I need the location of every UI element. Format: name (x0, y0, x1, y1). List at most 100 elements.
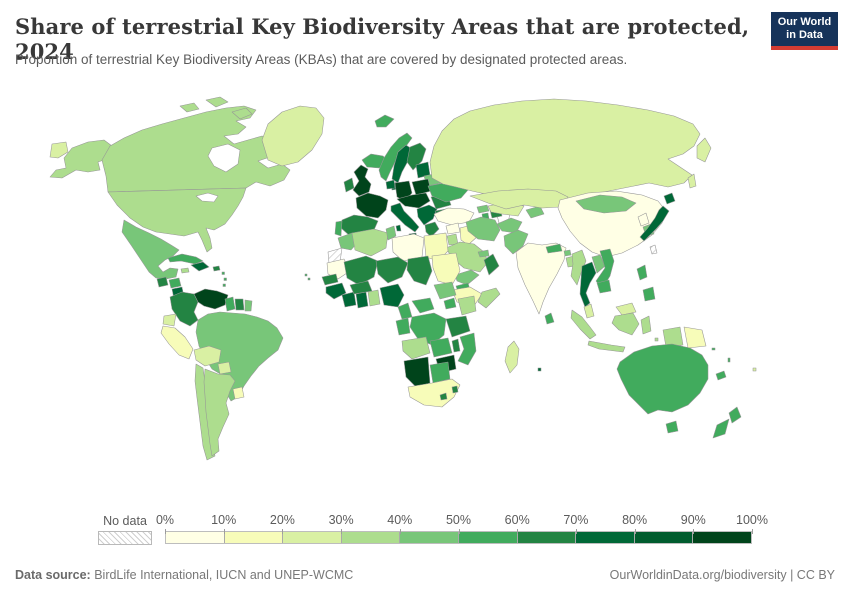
country-oman[interactable] (483, 253, 500, 276)
country-gabon-congo[interactable] (395, 317, 411, 336)
legend-bin[interactable] (693, 532, 751, 543)
country-indonesia-java[interactable] (587, 340, 626, 353)
country-uruguay[interactable] (232, 386, 245, 400)
country-brazil[interactable] (195, 311, 284, 402)
country-burkina-faso[interactable] (349, 280, 373, 295)
country-norway[interactable] (378, 132, 413, 182)
country-togo-benin[interactable] (367, 289, 381, 307)
country-sweden[interactable] (391, 144, 413, 184)
country-guatemala[interactable] (156, 276, 169, 288)
country-guinea-group[interactable] (325, 282, 347, 300)
country-sakhalin[interactable] (687, 173, 697, 189)
country-vanuatu[interactable] (727, 357, 731, 363)
country-tanzania[interactable] (445, 315, 471, 338)
country-syria[interactable] (445, 222, 461, 235)
legend-no-data-swatch[interactable] (98, 531, 152, 545)
country-turkey[interactable] (433, 207, 475, 226)
country-usa[interactable] (107, 187, 247, 253)
country-antilles[interactable] (221, 271, 225, 275)
country-malawi[interactable] (451, 338, 461, 353)
country-canada[interactable] (101, 105, 291, 193)
country-new-caledonia[interactable] (715, 370, 727, 381)
country-indonesia-sumatra[interactable] (570, 309, 597, 340)
country-antilles[interactable] (223, 277, 227, 281)
country-iran[interactable] (465, 216, 501, 242)
country-ecuador[interactable] (162, 313, 177, 327)
country-japan-hokkaido[interactable] (663, 192, 676, 205)
country-argentina[interactable] (203, 368, 236, 457)
country-bolivia[interactable] (193, 345, 222, 367)
country-fiji[interactable] (752, 367, 757, 372)
country-balkans[interactable] (416, 204, 438, 226)
country-nigeria[interactable] (379, 283, 405, 308)
country-mexico[interactable] (121, 219, 180, 280)
country-portugal[interactable] (334, 220, 343, 237)
owid-link[interactable]: OurWorldinData.org/biodiversity | CC BY (609, 568, 835, 582)
country-afghanistan[interactable] (496, 217, 523, 234)
country-thailand[interactable] (579, 261, 597, 308)
country-mongolia[interactable] (575, 194, 637, 214)
country-chukotka[interactable] (49, 141, 69, 159)
country-angola[interactable] (401, 336, 431, 360)
country-sri-lanka[interactable] (544, 312, 555, 325)
country-georgia[interactable] (476, 204, 490, 214)
owid-logo[interactable]: Our World in Data (771, 12, 838, 50)
legend-bin[interactable] (517, 532, 577, 543)
country-cape-verde[interactable] (304, 273, 308, 277)
country-bhutan[interactable] (563, 249, 572, 257)
country-zambia[interactable] (429, 337, 453, 358)
country-canada-island[interactable] (231, 107, 253, 120)
country-lowlands[interactable] (385, 179, 396, 190)
legend-bin[interactable] (400, 532, 459, 543)
country-tunisia[interactable] (385, 225, 397, 241)
country-taiwan[interactable] (649, 244, 658, 255)
country-greenland[interactable] (261, 105, 325, 167)
country-kamchatka[interactable] (696, 137, 712, 163)
legend-bin[interactable] (576, 532, 635, 543)
country-cuba[interactable] (167, 253, 204, 265)
country-algeria[interactable] (351, 228, 389, 257)
country-lesotho[interactable] (439, 392, 448, 401)
legend-bin[interactable] (283, 532, 342, 543)
legend-no-data[interactable]: No data (98, 514, 152, 545)
country-australia[interactable] (616, 343, 709, 415)
country-south-sudan[interactable] (433, 281, 457, 300)
country-solomon[interactable] (711, 347, 716, 351)
country-kenya[interactable] (457, 295, 477, 316)
legend-bin[interactable] (166, 532, 225, 543)
country-suriname[interactable] (234, 298, 245, 311)
country-indonesia-kalimantan[interactable] (611, 312, 640, 336)
country-tasmania[interactable] (665, 420, 679, 434)
country-france[interactable] (355, 192, 389, 219)
country-hispaniola[interactable] (190, 261, 210, 272)
country-puerto-rico[interactable] (212, 265, 221, 272)
country-uganda[interactable] (443, 297, 457, 310)
country-namibia[interactable] (403, 356, 431, 388)
legend-bin[interactable] (224, 532, 284, 543)
country-cameroon[interactable] (397, 302, 413, 320)
country-north-korea[interactable] (637, 212, 650, 227)
country-peru[interactable] (160, 325, 194, 360)
country-moluccas[interactable] (654, 337, 659, 342)
country-central-europe[interactable] (396, 192, 431, 209)
country-french-guiana[interactable] (244, 299, 253, 312)
country-malaysia-borneo[interactable] (615, 302, 637, 316)
country-new-zealand-north[interactable] (728, 406, 742, 424)
country-new-zealand-south[interactable] (712, 418, 730, 439)
country-central-african-republic[interactable] (411, 297, 435, 314)
country-canada-island[interactable] (205, 96, 229, 108)
country-niger[interactable] (375, 256, 409, 284)
country-myanmar[interactable] (570, 249, 587, 286)
country-somalia[interactable] (477, 287, 501, 309)
country-malaysia[interactable] (583, 303, 595, 319)
country-papua-new-guinea[interactable] (683, 326, 707, 349)
country-uk[interactable] (352, 164, 372, 197)
country-nepal[interactable] (545, 243, 563, 254)
country-italy[interactable] (390, 202, 420, 233)
country-ireland[interactable] (343, 177, 355, 193)
legend-bin[interactable] (458, 532, 518, 543)
country-south-africa[interactable] (407, 378, 461, 408)
country-sardinia[interactable] (395, 224, 402, 232)
country-botswana[interactable] (429, 361, 451, 384)
country-madagascar[interactable] (504, 340, 520, 374)
